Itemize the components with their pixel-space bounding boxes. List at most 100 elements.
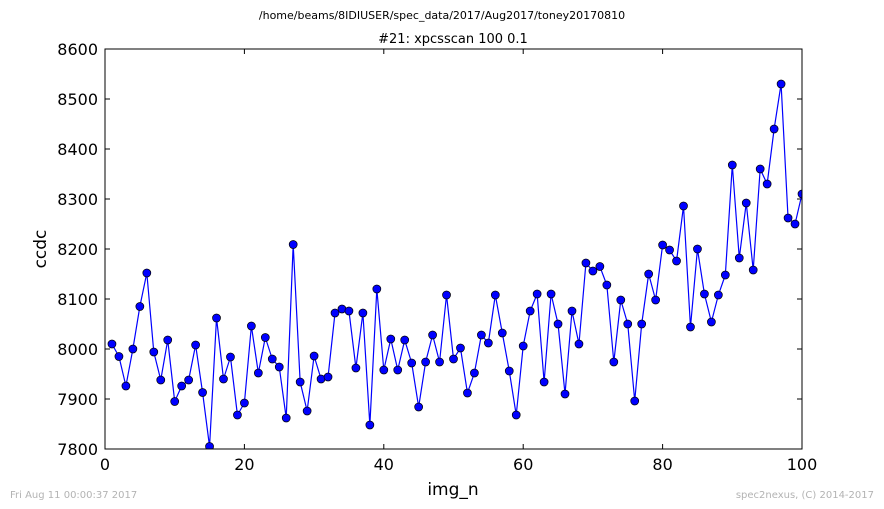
data-point (163, 335, 173, 345)
data-point (323, 372, 333, 382)
footer-timestamp: Fri Aug 11 00:00:37 2017 (10, 490, 137, 501)
data-point (755, 164, 765, 174)
data-point (762, 179, 772, 189)
data-point (477, 330, 486, 340)
data-point (665, 245, 674, 255)
data-point (386, 334, 396, 344)
data-point (365, 420, 375, 430)
x-tick-label: 0 (100, 455, 110, 474)
data-point (442, 290, 451, 300)
data-point (463, 388, 472, 398)
data-point (546, 289, 556, 299)
data-point (358, 308, 368, 318)
data-point (769, 124, 779, 134)
data-point (581, 258, 591, 268)
data-point (170, 397, 180, 406)
data-point (525, 306, 535, 316)
x-tick-label: 20 (234, 455, 254, 474)
data-point (135, 302, 145, 311)
data-point (233, 410, 242, 420)
data-point (734, 253, 744, 263)
data-point (344, 306, 354, 316)
data-point (281, 413, 291, 423)
data-point (456, 343, 465, 353)
data-point (651, 295, 660, 305)
data-point (156, 375, 166, 385)
data-point (595, 262, 605, 271)
data-point (539, 377, 549, 387)
data-point (330, 308, 340, 318)
data-point (672, 256, 681, 266)
data-point (149, 347, 159, 357)
data-point (714, 290, 723, 300)
data-point (644, 269, 654, 279)
series-group (107, 79, 802, 449)
y-tick-label: 8400 (57, 140, 98, 159)
data-point (707, 317, 716, 327)
data-point (240, 398, 249, 408)
data-point (560, 389, 570, 399)
data-point (602, 280, 612, 290)
data-point (567, 306, 577, 316)
data-point (212, 313, 221, 323)
data-point (686, 322, 695, 332)
data-point (658, 240, 667, 250)
data-point (421, 357, 430, 367)
data-point (184, 375, 193, 385)
data-point (302, 406, 312, 416)
y-tick-label: 7900 (57, 390, 98, 409)
data-point (511, 410, 521, 420)
data-point (700, 289, 709, 299)
data-point (497, 328, 507, 338)
data-point (428, 330, 437, 340)
data-point (616, 295, 626, 305)
data-point (532, 289, 542, 299)
data-point (637, 319, 647, 329)
data-point (693, 244, 702, 254)
data-point (623, 319, 633, 329)
data-point (630, 396, 640, 406)
data-point (504, 366, 514, 376)
y-tick-label: 8300 (57, 190, 98, 209)
data-point (783, 213, 793, 223)
y-tick-label: 8100 (57, 290, 98, 309)
data-point (679, 201, 688, 211)
data-point (288, 240, 298, 249)
data-point (449, 354, 458, 364)
data-point (226, 352, 235, 362)
data-point (776, 79, 786, 89)
y-tick-label: 7800 (57, 440, 98, 459)
data-point (720, 270, 730, 280)
data-point (748, 265, 758, 275)
x-tick-label: 60 (513, 455, 533, 474)
data-point (260, 333, 270, 342)
data-point (553, 319, 563, 329)
plot-frame (104, 48, 803, 450)
x-tick-label: 100 (787, 455, 818, 474)
data-point (177, 381, 187, 391)
data-point (407, 358, 417, 368)
y-axis-label: ccdc (31, 230, 51, 269)
data-point (219, 374, 228, 384)
data-point (484, 338, 493, 348)
data-point (588, 266, 598, 276)
data-point (205, 442, 214, 449)
data-point (253, 368, 263, 378)
y-tick-label: 8000 (57, 340, 98, 359)
data-point (247, 321, 256, 331)
y-tick-label: 8500 (57, 90, 98, 109)
data-point (142, 268, 152, 278)
data-point (121, 381, 131, 391)
data-point (274, 362, 284, 372)
data-point (114, 352, 124, 361)
data-point (379, 365, 389, 375)
data-point (393, 365, 403, 375)
data-point (309, 351, 319, 361)
file-path-title: /home/beams/8IDIUSER/spec_data/2017/Aug2… (259, 9, 625, 22)
footer-credit: spec2nexus, (C) 2014-2017 (736, 490, 874, 501)
data-point (727, 160, 737, 170)
data-point (574, 339, 584, 349)
data-point (351, 363, 361, 373)
data-point (435, 357, 444, 367)
